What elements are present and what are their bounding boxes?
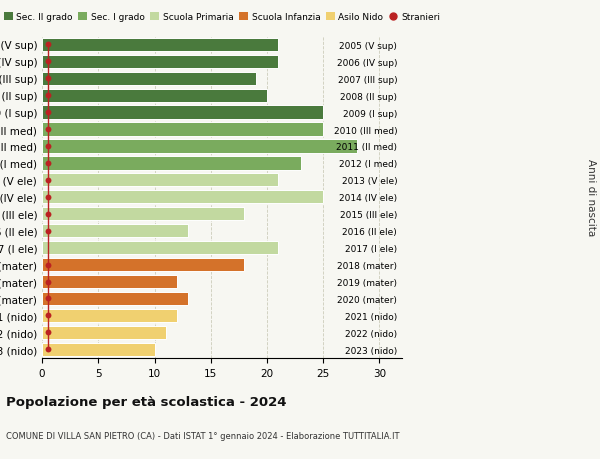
Point bbox=[43, 228, 52, 235]
Bar bbox=[42, 56, 278, 69]
Text: Popolazione per età scolastica - 2024: Popolazione per età scolastica - 2024 bbox=[6, 395, 287, 408]
Bar bbox=[42, 106, 323, 119]
Bar bbox=[42, 275, 177, 289]
Point bbox=[43, 194, 52, 201]
Point bbox=[43, 41, 52, 49]
Bar bbox=[42, 224, 188, 238]
Text: COMUNE DI VILLA SAN PIETRO (CA) - Dati ISTAT 1° gennaio 2024 - Elaborazione TUTT: COMUNE DI VILLA SAN PIETRO (CA) - Dati I… bbox=[6, 431, 400, 441]
Bar bbox=[42, 241, 278, 255]
Point bbox=[43, 346, 52, 353]
Bar bbox=[42, 73, 256, 85]
Point bbox=[43, 75, 52, 83]
Point bbox=[43, 58, 52, 66]
Point bbox=[43, 211, 52, 218]
Point bbox=[43, 143, 52, 150]
Bar bbox=[42, 157, 301, 170]
Bar bbox=[42, 292, 188, 305]
Point bbox=[43, 329, 52, 336]
Point bbox=[43, 312, 52, 319]
Point bbox=[43, 295, 52, 302]
Point bbox=[43, 160, 52, 167]
Point bbox=[43, 278, 52, 285]
Text: Anni di nascita: Anni di nascita bbox=[586, 159, 596, 236]
Bar bbox=[42, 258, 245, 272]
Bar bbox=[42, 309, 177, 322]
Point bbox=[43, 261, 52, 269]
Bar bbox=[42, 326, 166, 339]
Point bbox=[43, 177, 52, 184]
Bar bbox=[42, 343, 155, 356]
Point bbox=[43, 109, 52, 117]
Bar bbox=[42, 39, 278, 52]
Point bbox=[43, 92, 52, 100]
Bar bbox=[42, 140, 357, 153]
Bar bbox=[42, 174, 278, 187]
Point bbox=[43, 126, 52, 134]
Bar bbox=[42, 90, 267, 102]
Bar bbox=[42, 123, 323, 136]
Bar bbox=[42, 191, 323, 204]
Bar bbox=[42, 207, 245, 221]
Legend: Sec. II grado, Sec. I grado, Scuola Primaria, Scuola Infanzia, Asilo Nido, Stran: Sec. II grado, Sec. I grado, Scuola Prim… bbox=[0, 10, 444, 26]
